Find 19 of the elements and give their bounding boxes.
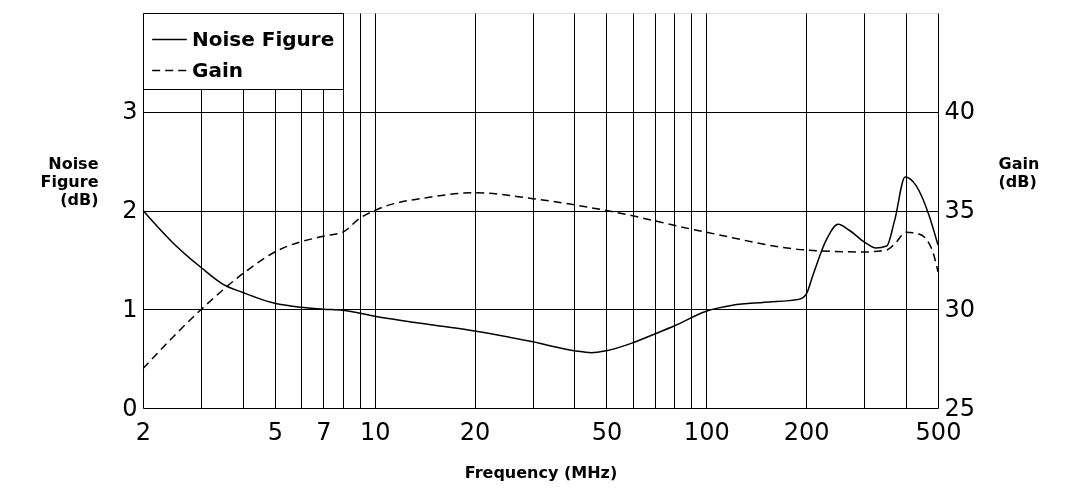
y-tick-label: 0: [122, 393, 138, 422]
x-tick-label: 10: [359, 417, 391, 446]
x-tick-label: 20: [459, 417, 491, 446]
y-axis-title: Noise Figure (dB): [40, 153, 99, 209]
x-tick-label: 5: [267, 417, 284, 446]
y-tick-label: 3: [122, 97, 138, 126]
x-tick-label: 100: [683, 417, 730, 446]
legend-label: Gain: [192, 57, 244, 82]
x-tick-label: 200: [783, 417, 830, 446]
y-tick-label: 1: [122, 294, 138, 323]
y2-tick-label: 30: [944, 294, 976, 323]
x-tick-label: 50: [591, 417, 623, 446]
y2-tick-label: 35: [944, 196, 976, 224]
x-tick-label: 7: [316, 417, 332, 446]
y-tick-label: 2: [122, 196, 138, 224]
legend-label: Noise Figure: [192, 26, 335, 51]
y2-tick-label: 40: [944, 97, 976, 126]
x-axis-title: Frequency (MHz): [464, 462, 618, 482]
y2-axis-title: Gain (dB): [998, 153, 1040, 191]
